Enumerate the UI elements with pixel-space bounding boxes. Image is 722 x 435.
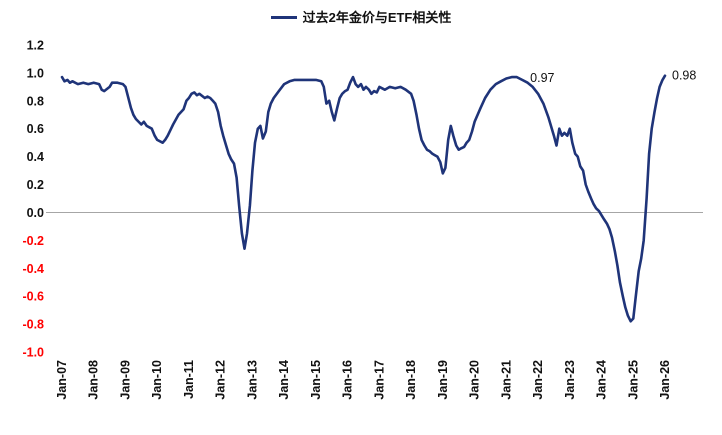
- x-tick-label: Jan-23: [563, 360, 577, 400]
- x-tick-label: Jan-19: [436, 360, 450, 400]
- y-tick-label: 0.4: [27, 150, 44, 164]
- x-tick-label: Jan-16: [341, 360, 355, 400]
- x-tick-label: Jan-09: [118, 360, 132, 400]
- y-tick-label: 0.6: [27, 122, 44, 136]
- x-tick-label: Jan-17: [372, 360, 386, 400]
- x-tick-label: Jan-10: [150, 360, 164, 400]
- y-tick-label: -0.6: [22, 290, 44, 304]
- y-tick-label: 0.2: [27, 178, 44, 192]
- x-tick-label: Jan-15: [309, 360, 323, 400]
- x-tick-label: Jan-26: [658, 360, 672, 400]
- y-tick-label: 0.8: [27, 94, 44, 108]
- x-tick-label: Jan-25: [626, 360, 640, 400]
- y-tick-label: 1.0: [27, 66, 44, 80]
- legend-line-swatch: [270, 16, 297, 20]
- data-label-annotation: 0.97: [530, 71, 554, 85]
- data-label-annotation: 0.98: [672, 69, 696, 83]
- x-tick-label: Jan-11: [182, 360, 196, 399]
- y-tick-label: -0.2: [22, 234, 44, 248]
- legend-label: 过去2年金价与ETF相关性: [302, 10, 452, 25]
- y-tick-label: 0.0: [27, 206, 44, 220]
- x-tick-label: Jan-14: [277, 360, 291, 400]
- x-tick-label: Jan-24: [595, 360, 609, 400]
- correlation-line-series: [60, 74, 667, 323]
- x-tick-label: Jan-22: [531, 360, 545, 400]
- x-tick-label: Jan-21: [499, 360, 513, 400]
- x-tick-label: Jan-18: [404, 360, 418, 400]
- y-tick-label: -1.0: [22, 346, 44, 360]
- x-tick-label: Jan-08: [87, 360, 101, 400]
- x-tick-label: Jan-07: [55, 360, 69, 400]
- chart-legend: 过去2年金价与ETF相关性: [0, 10, 722, 26]
- y-tick-label: -0.4: [22, 262, 44, 276]
- y-tick-label: 1.2: [27, 39, 44, 53]
- y-tick-label: -0.8: [22, 318, 44, 332]
- x-tick-label: Jan-12: [214, 360, 228, 400]
- x-tick-label: Jan-20: [468, 360, 482, 400]
- x-tick-label: Jan-13: [245, 360, 259, 400]
